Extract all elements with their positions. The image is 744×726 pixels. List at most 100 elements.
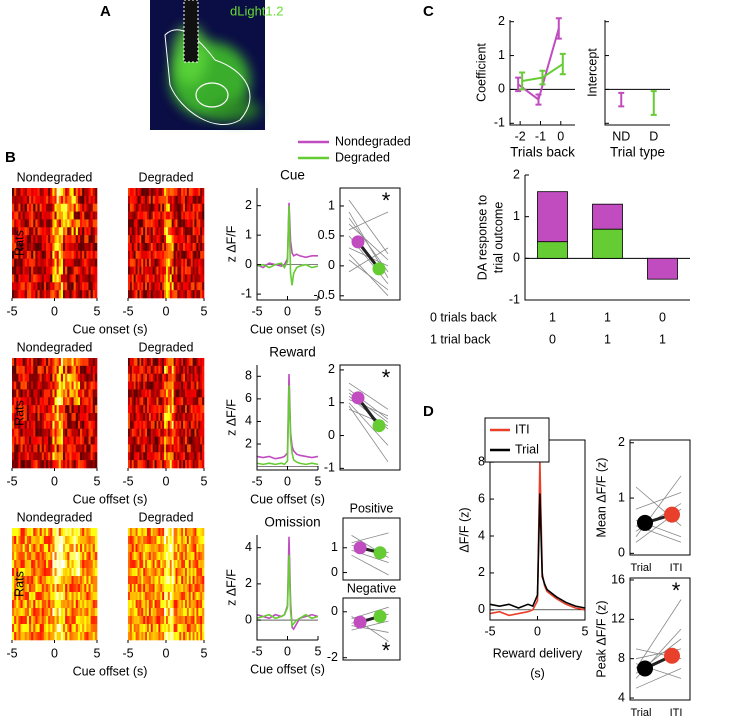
heatmap-cell: [202, 584, 205, 593]
heatmap-cell: [200, 203, 203, 212]
heatmap-cell: [152, 420, 155, 430]
heatmap-cell: [183, 250, 186, 260]
heatmap-cell: [198, 243, 201, 252]
heatmap-cell: [190, 397, 193, 406]
heatmap-cell: [20, 211, 23, 220]
heatmap-cell: [48, 358, 51, 367]
heatmap-cell: [141, 560, 144, 569]
heatmap-cell: [67, 266, 70, 275]
heatmap-cell: [48, 576, 51, 585]
heatmap-cell: [164, 436, 167, 445]
heatmap-cell: [52, 358, 55, 367]
heatmap-cell: [16, 536, 19, 545]
heatmap-cell: [73, 600, 77, 609]
heatmap-cell: [158, 413, 161, 422]
heatmap-cell: [35, 266, 38, 275]
heatmap-cell: [20, 428, 23, 437]
heatmap-cell: [31, 235, 34, 244]
heatmap-cell: [80, 552, 83, 561]
heatmap-cell: [181, 436, 184, 445]
heatmap-cell: [202, 600, 205, 609]
heatmap-cell: [148, 211, 152, 220]
heatmap-cell: [75, 358, 79, 367]
heatmap-cell: [147, 632, 150, 641]
heatmap-cell: [156, 452, 159, 461]
heatmap-cell: [52, 452, 55, 461]
heatmap-cell: [82, 568, 85, 577]
heatmap-cell: [18, 592, 21, 601]
heatmap-cell: [92, 568, 96, 577]
heatmap-cell: [22, 219, 26, 228]
heatmap-cell: [202, 235, 205, 244]
heatmap-cell: [173, 584, 176, 593]
heatmap-cell: [67, 219, 70, 228]
heatmap-cell: [181, 592, 184, 601]
heatmap-cell: [133, 536, 136, 545]
heatmap-cell: [177, 266, 180, 275]
heatmap-cell: [166, 528, 169, 537]
heatmap-cell: [90, 188, 94, 197]
heatmap-cell: [183, 373, 186, 382]
heatmap-cell: [129, 258, 133, 267]
heatmap-cell: [41, 282, 45, 291]
heatmap-cell: [177, 624, 180, 633]
heatmap-cell: [18, 282, 21, 291]
heatmap-cell: [162, 624, 165, 633]
heatmap-cell: [60, 373, 64, 382]
heatmap-cell: [48, 413, 51, 422]
heatmap-cell: [185, 381, 188, 390]
heatmap-cell: [147, 235, 150, 244]
heatmap-cell: [56, 250, 60, 260]
heatmap-cell: [73, 576, 77, 585]
heatmap-cell: [198, 552, 201, 561]
heatmap-cell: [86, 544, 89, 553]
heatmap-cell: [162, 258, 165, 267]
heatmap-cell: [60, 365, 64, 375]
heatmap-cell: [46, 219, 49, 228]
heatmap-cell: [173, 274, 176, 283]
heatmap-cell: [192, 397, 195, 406]
heatmap-cell: [129, 188, 133, 197]
heatmap-cell: [175, 568, 178, 577]
heatmap-cell: [128, 203, 131, 212]
heatmap-cell: [154, 203, 157, 212]
heatmap-cell: [48, 282, 51, 291]
heatmap-cell: [86, 560, 89, 569]
heatmap-cell: [18, 397, 21, 406]
heatmap-cell: [20, 258, 23, 267]
heatmap-cell: [22, 258, 26, 267]
heatmap-cell: [162, 584, 165, 593]
heatmap-cell: [141, 188, 144, 197]
heatmap-cell: [46, 420, 49, 430]
heatmap-cell: [77, 536, 81, 545]
heatmap-cell: [16, 560, 19, 569]
heatmap-cell: [60, 274, 64, 283]
x-tick-label: Trial: [631, 562, 652, 574]
heatmap-cell: [198, 413, 201, 422]
heatmap-cell: [139, 243, 142, 252]
heatmap-cell: [86, 568, 89, 577]
heatmap-cell: [173, 266, 176, 275]
heatmap-cell: [190, 576, 193, 585]
heatmap-cell: [188, 608, 191, 617]
heatmap-cell: [167, 405, 171, 414]
heatmap-cell: [39, 389, 43, 398]
heatmap-cell: [147, 381, 150, 390]
heatmap-cell: [43, 460, 47, 469]
x-tick-label: -5: [251, 304, 262, 318]
y-label: Rats: [12, 230, 26, 256]
heatmap-cell: [33, 195, 36, 205]
legend-label: ITI: [515, 422, 530, 436]
heatmap-cell: [52, 616, 55, 625]
heatmap-cell: [29, 444, 32, 453]
heatmap-cell: [147, 608, 150, 617]
heatmap-cell: [135, 616, 138, 625]
heatmap-cell: [43, 544, 47, 553]
heatmap-cell: [24, 444, 28, 453]
heatmap-cell: [75, 624, 79, 633]
heatmap-cell: [35, 258, 38, 267]
heatmap-cell: [194, 568, 197, 577]
heatmap-cell: [145, 544, 148, 553]
heatmap-cell: [179, 258, 182, 267]
heatmap-cell: [26, 616, 30, 625]
